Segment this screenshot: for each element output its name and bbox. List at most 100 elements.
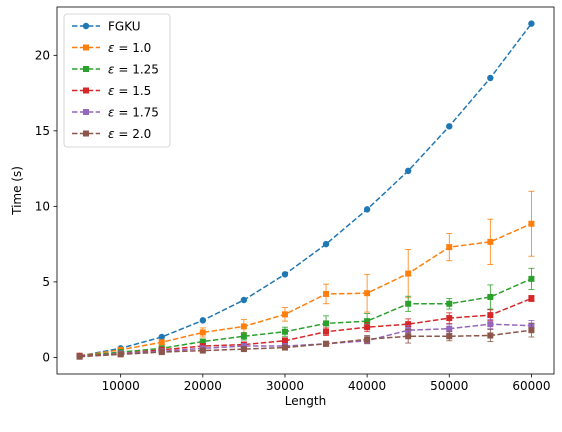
series-5: [76, 323, 535, 360]
data-point: [363, 206, 371, 213]
data-point: [404, 167, 412, 175]
data-point: [323, 340, 330, 347]
y-tick-label: 0: [42, 350, 50, 364]
legend-item-2: ε = 1.25: [72, 63, 159, 77]
legend-marker: [83, 66, 89, 72]
x-tick-label: 20000: [184, 379, 222, 393]
data-point: [487, 74, 494, 82]
legend-label-value: 1.75: [132, 106, 159, 120]
legend-label-symbol: ε: [108, 84, 115, 98]
data-point: [446, 315, 453, 322]
legend-label: ε = 1.5: [108, 84, 151, 98]
data-point: [446, 244, 453, 251]
legend-marker: [83, 130, 89, 137]
y-tick-label: 20: [35, 48, 50, 62]
legend-item-4: ε = 1.75: [72, 106, 159, 120]
data-point: [158, 333, 165, 341]
data-point: [158, 339, 165, 346]
legend-label-symbol: ε: [108, 63, 115, 77]
x-tick-label: 50000: [430, 379, 468, 393]
legend-label-eq: =: [115, 106, 133, 120]
data-point: [487, 238, 494, 245]
data-point: [240, 333, 247, 340]
series-line: [79, 323, 532, 358]
data-point: [323, 290, 330, 297]
data-point: [528, 295, 535, 302]
data-point: [487, 312, 494, 319]
data-point: [323, 328, 330, 335]
data-point: [240, 296, 248, 304]
plot-frame: [56, 6, 555, 375]
legend-marker: [83, 44, 89, 51]
data-point: [199, 329, 206, 336]
data-point: [323, 320, 330, 327]
data-point: [240, 323, 247, 330]
data-point: [405, 300, 412, 307]
data-point: [240, 346, 247, 353]
data-point: [281, 271, 289, 278]
data-point: [446, 300, 453, 307]
data-point: [487, 332, 494, 339]
data-point: [158, 349, 165, 356]
x-tick-label: 40000: [348, 379, 386, 393]
legend-item-5: ε = 2.0: [72, 127, 151, 141]
data-point: [487, 321, 494, 328]
data-point: [281, 328, 288, 335]
y-tick-label: 10: [35, 199, 50, 213]
series-line: [79, 23, 533, 357]
y-tick-label: 5: [42, 275, 50, 289]
legend-marker: [83, 109, 89, 115]
data-point: [487, 293, 494, 300]
data-point: [528, 327, 535, 334]
legend-label-value: 2.0: [132, 127, 151, 141]
legend-label: FGKU: [108, 20, 141, 34]
legend-label: ε = 1.75: [108, 106, 159, 120]
data-point: [405, 333, 412, 340]
legend-label-value: 1.0: [132, 41, 151, 55]
data-point: [405, 321, 412, 328]
legend-item-0: FGKU: [72, 20, 141, 34]
data-point: [199, 317, 207, 324]
data-point: [528, 20, 535, 27]
y-tick-label: 15: [35, 124, 50, 138]
legend-label-eq: =: [115, 127, 133, 141]
data-point: [117, 351, 124, 358]
legend-marker: [83, 87, 89, 94]
data-point: [199, 347, 206, 354]
data-point: [322, 240, 330, 248]
series-line: [79, 297, 532, 357]
legend-item-1: ε = 1.0: [72, 41, 151, 55]
legend-label: ε = 1.0: [108, 41, 151, 55]
legend-label-symbol: ε: [108, 41, 115, 55]
data-point: [446, 333, 453, 340]
legend-label-value: 1.5: [132, 84, 151, 98]
data-point: [405, 270, 412, 277]
legend-marker: [82, 22, 90, 30]
x-tick-label: 10000: [102, 379, 140, 393]
legend-label-symbol: ε: [108, 127, 115, 141]
legend-label-value: 1.25: [132, 63, 159, 77]
legend-item-3: ε = 1.5: [72, 84, 151, 98]
data-point: [281, 337, 288, 344]
series-line: [79, 223, 532, 357]
legend-label: ε = 2.0: [108, 127, 151, 141]
data-point: [364, 324, 371, 331]
series-layer: [76, 20, 535, 360]
x-tick-label: 30000: [266, 379, 304, 393]
tick-layer: 10000 20000 30000 40000 50000 60000 0 5 10 15 20: [35, 48, 551, 393]
data-point: [446, 325, 453, 332]
data-point: [446, 123, 453, 130]
data-point: [240, 343, 247, 350]
legend-label-symbol: ε: [108, 106, 115, 120]
x-tick-label: 60000: [512, 379, 550, 393]
series-line: [79, 278, 532, 357]
legend-label-eq: =: [115, 63, 133, 77]
legend-label: ε = 1.25: [108, 63, 159, 77]
data-point: [281, 344, 288, 351]
data-point: [199, 338, 206, 345]
legend-label-eq: =: [115, 84, 133, 98]
data-point: [364, 318, 371, 325]
series-line: [79, 329, 532, 358]
